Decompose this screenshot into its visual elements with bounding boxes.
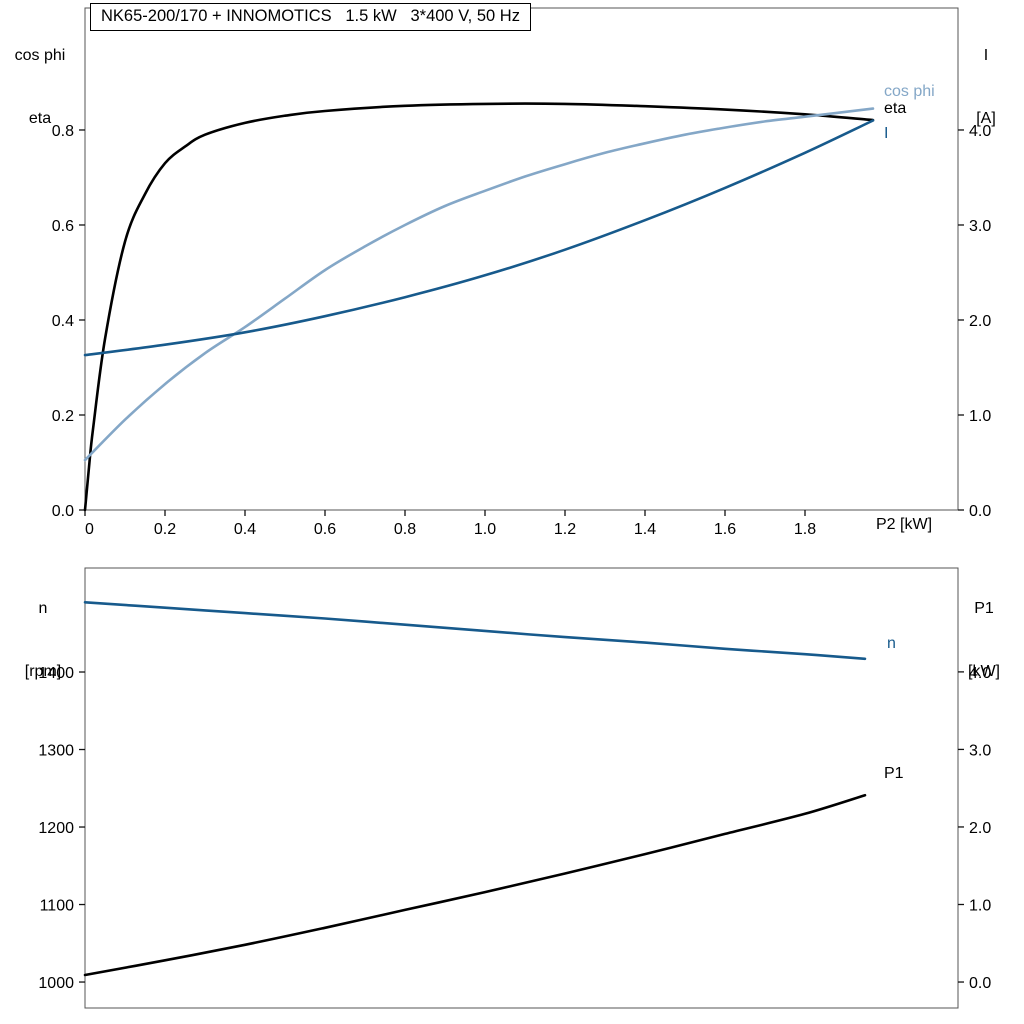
right-tick-label: 0.0	[969, 975, 991, 992]
right-tick-label: 0.0	[969, 503, 991, 520]
series-I	[83, 119, 875, 357]
right-tick-label: 3.0	[969, 218, 991, 235]
right-tick-label: 3.0	[969, 742, 991, 759]
left-tick-label: 0.0	[52, 503, 74, 520]
x-tick-label: 1.0	[474, 521, 496, 538]
x-tick-label: 1.4	[634, 521, 656, 538]
left-tick-label: 0.6	[52, 218, 74, 235]
x-tick-label: 0.6	[314, 521, 336, 538]
curve-label-power: P1	[884, 765, 904, 782]
left-tick-label: 1300	[38, 743, 74, 760]
left-tick-label: 1100	[40, 898, 75, 915]
series-cos-phi	[83, 107, 875, 462]
curve-label-current: I	[884, 125, 889, 142]
right-tick-label: 2.0	[969, 820, 991, 837]
bottom-left-axis-title: n [rpm]	[8, 556, 78, 724]
right-tick-label: 1.0	[969, 408, 991, 425]
left-tick-label: 0.2	[52, 408, 74, 425]
power-axis-title-line2: [kW]	[968, 663, 1000, 680]
power-axis-title-line1: P1	[974, 600, 994, 617]
x-tick-label: 0	[85, 521, 94, 538]
right-tick-label: 1.0	[969, 897, 991, 914]
speed-axis-title-line1: n	[38, 600, 48, 617]
x-tick-label: 1.2	[554, 521, 576, 538]
top-right-axis-title: I [A]	[954, 3, 1018, 171]
x-tick-label: 0.8	[394, 521, 416, 538]
curve-label-cos-phi: cos phi	[884, 83, 935, 100]
top-left-axis-title: cos phi eta	[6, 3, 74, 171]
left-axis-title-line2: eta	[28, 110, 52, 127]
series-eta	[83, 102, 875, 512]
left-tick-label: 1000	[38, 975, 74, 992]
speed-axis-title-line2: [rpm]	[24, 663, 62, 680]
x-tick-label: 1.8	[794, 521, 816, 538]
series-P1	[83, 793, 867, 977]
right-tick-label: 4.0	[969, 665, 991, 682]
x-axis-title: P2 [kW]	[876, 516, 933, 533]
plot-frame-0	[84, 7, 959, 511]
right-axis-title-line2: [A]	[976, 110, 996, 127]
left-tick-label: 0.4	[52, 313, 74, 330]
right-axis-title-line1: I	[983, 47, 989, 64]
bottom-right-axis-title: P1 [kW]	[950, 556, 1018, 724]
chart-title: NK65-200/170 + INNOMOTICS 1.5 kW 3*400 V…	[90, 3, 531, 31]
left-axis-title-line1: cos phi	[14, 47, 66, 64]
left-tick-label: 1400	[38, 665, 74, 682]
left-tick-label: 1200	[38, 820, 74, 837]
x-tick-label: 0.2	[154, 521, 176, 538]
right-tick-label: 4.0	[969, 123, 991, 140]
left-tick-label: 0.8	[52, 123, 74, 140]
plot-frame-1	[84, 567, 959, 1009]
series-n	[83, 601, 867, 661]
right-tick-label: 2.0	[969, 313, 991, 330]
x-tick-label: 1.6	[714, 521, 736, 538]
curve-label-eta: eta	[884, 100, 907, 117]
curve-label-speed: n	[887, 635, 896, 652]
x-tick-label: 0.4	[234, 521, 256, 538]
